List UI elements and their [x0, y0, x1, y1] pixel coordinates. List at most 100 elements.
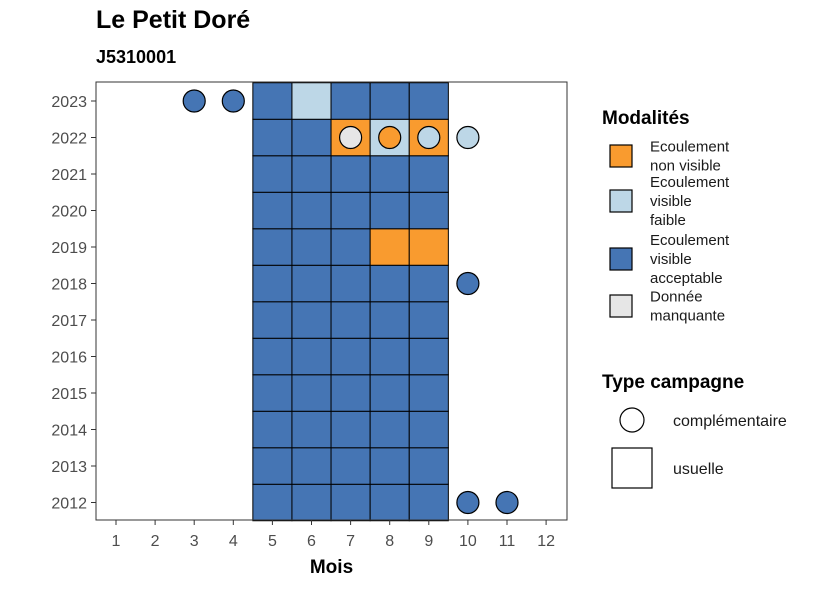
legend-label-non_visible: Ecoulement	[650, 139, 730, 156]
point-2022-9	[417, 125, 441, 150]
cell-2017-8	[369, 301, 410, 339]
cell-2012-7	[330, 483, 371, 522]
legend-label-acceptable: Ecoulement	[650, 232, 730, 249]
cell-2019-9	[408, 228, 449, 266]
legend-key-faible	[609, 189, 633, 213]
cell-2021-8	[369, 155, 410, 193]
legend-type-campagne: Type campagne complémentaire usuelle	[602, 372, 787, 489]
y-tick-label: 2019	[51, 240, 87, 257]
y-tick-label: 2021	[51, 167, 87, 184]
x-tick-label: 1	[112, 533, 121, 550]
cell-2018-5	[252, 264, 293, 303]
cell-2020-7	[330, 191, 371, 230]
complementaire-points	[182, 89, 519, 515]
cell-2018-9	[408, 264, 449, 303]
cell-2020-8	[369, 191, 410, 230]
cell-2022-5	[252, 118, 293, 157]
cell-2018-6	[291, 264, 332, 303]
y-tick-label: 2013	[51, 459, 87, 476]
point-2022-8	[378, 125, 402, 150]
point-2023-4	[221, 89, 245, 113]
panel-border	[95, 81, 568, 521]
legend-key-complementaire	[619, 407, 645, 433]
x-axis: 1 2 3 4 5 6 7 8 9 10 11 12	[112, 520, 555, 550]
x-tick-label: 3	[190, 533, 199, 550]
cell-2021-6	[291, 155, 332, 193]
cell-2012-5	[252, 483, 293, 522]
y-tick-label: 2023	[51, 94, 87, 111]
point-2022-7	[339, 125, 363, 150]
cell-2023-5	[252, 82, 293, 120]
x-tick-label: 4	[229, 533, 238, 550]
cell-2023-8	[369, 82, 410, 120]
chart-title: Le Petit Doré	[96, 6, 251, 34]
cell-2019-8	[369, 228, 410, 266]
usuelle-cells	[252, 82, 449, 522]
x-tick-label: 8	[385, 533, 394, 550]
legend-key-manquante	[609, 294, 633, 318]
cell-2015-7	[330, 374, 371, 412]
chart-subtitle: J5310001	[96, 47, 177, 67]
cell-2017-9	[408, 301, 449, 339]
cell-2014-6	[291, 410, 332, 449]
cell-2019-6	[291, 228, 332, 266]
cell-2013-8	[369, 447, 410, 485]
cell-2023-6	[291, 82, 332, 120]
legend-label-acceptable: acceptable	[650, 270, 723, 287]
y-tick-label: 2018	[51, 277, 87, 294]
cell-2021-7	[330, 155, 371, 193]
cell-2018-8	[369, 264, 410, 303]
y-tick-label: 2020	[51, 204, 87, 221]
legend-label-acceptable: visible	[650, 251, 692, 268]
y-tick-label: 2017	[51, 313, 87, 330]
point-2012-10	[456, 490, 480, 515]
cell-2016-6	[291, 337, 332, 376]
cell-2017-6	[291, 301, 332, 339]
cell-2017-5	[252, 301, 293, 339]
cell-2014-7	[330, 410, 371, 449]
cell-2016-5	[252, 337, 293, 376]
legend-label-non_visible: non visible	[650, 158, 721, 175]
x-axis-title: Mois	[310, 557, 353, 578]
point-2022-10	[456, 125, 480, 150]
cell-2013-9	[408, 447, 449, 485]
cell-2022-6	[291, 118, 332, 157]
x-tick-label: 5	[268, 533, 277, 550]
cell-2012-6	[291, 483, 332, 522]
legend-type-title: Type campagne	[602, 372, 744, 393]
cell-2019-7	[330, 228, 371, 266]
legend-label-manquante: Donnée	[650, 289, 703, 306]
cell-2015-9	[408, 374, 449, 412]
y-tick-label: 2016	[51, 350, 87, 367]
legend-label-usuelle: usuelle	[673, 461, 724, 478]
x-tick-label: 6	[307, 533, 316, 550]
cell-2021-9	[408, 155, 449, 193]
x-tick-label: 7	[346, 533, 355, 550]
point-2012-11	[495, 490, 519, 515]
legend-label-faible: faible	[650, 212, 686, 229]
cell-2015-5	[252, 374, 293, 412]
legend-modalites-title: Modalités	[602, 108, 690, 129]
legend-label-manquante: manquante	[650, 308, 725, 325]
cell-2016-9	[408, 337, 449, 376]
legend-label-faible: Ecoulement	[650, 174, 730, 191]
cell-2014-8	[369, 410, 410, 449]
legend-key-usuelle	[611, 447, 653, 489]
cell-2023-7	[330, 82, 371, 120]
cell-2020-6	[291, 191, 332, 230]
point-2018-10	[456, 271, 480, 296]
cell-2017-7	[330, 301, 371, 339]
cell-2016-8	[369, 337, 410, 376]
legend-key-non_visible	[609, 144, 633, 168]
x-tick-label: 9	[424, 533, 433, 550]
cell-2019-5	[252, 228, 293, 266]
x-tick-label: 2	[151, 533, 160, 550]
cell-2014-5	[252, 410, 293, 449]
y-tick-label: 2012	[51, 496, 87, 513]
y-tick-label: 2014	[51, 423, 87, 440]
x-tick-label: 12	[537, 533, 555, 550]
y-axis: 2012 2013 2014 2015 2016 2017 2018 2019 2020 2021…	[51, 94, 96, 513]
x-tick-label: 10	[459, 533, 477, 550]
